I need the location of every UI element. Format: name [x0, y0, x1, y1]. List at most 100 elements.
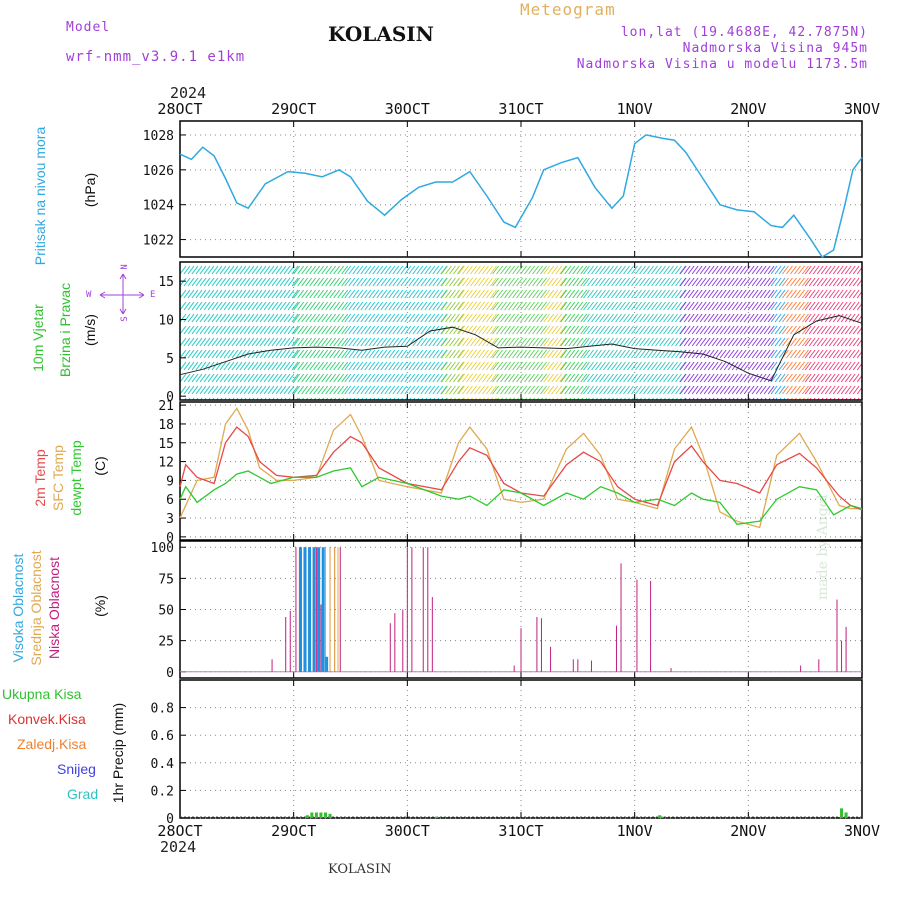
date-label-top: 28OCT — [157, 100, 202, 118]
wind-barb-band — [492, 265, 547, 400]
cloud-bar — [337, 547, 339, 672]
footer-station: KOLASIN — [328, 862, 392, 877]
cloud-bar — [289, 610, 291, 672]
cloud-bar — [329, 547, 331, 672]
cloud-bar — [315, 547, 317, 672]
cloud-bar — [303, 547, 307, 672]
cloud-bar — [670, 668, 672, 672]
ytick-label: 1024 — [143, 199, 174, 214]
meteogram-label: Meteogram — [520, 0, 616, 19]
date-label-bottom: 3NOV — [844, 822, 880, 840]
ytick-label: 75 — [158, 572, 174, 587]
date-label-bottom: 1NOV — [617, 822, 653, 840]
cloud-bar — [325, 656, 329, 672]
pressure-line — [179, 134, 863, 259]
ytick-label: 6 — [166, 493, 174, 508]
date-label-bottom: 2NOV — [730, 822, 766, 840]
date-label-top: 3NOV — [844, 100, 880, 118]
date-label-top: 30OCT — [385, 100, 430, 118]
page-title: KOLASIN — [328, 22, 434, 46]
wind-barb-band — [770, 265, 786, 400]
wind-barb-band — [804, 265, 862, 400]
year-top: 2024 — [170, 84, 207, 102]
ytick-label: 21 — [158, 399, 174, 414]
cloud-bar — [334, 547, 336, 672]
cloud-bar — [285, 616, 287, 672]
compass-west: W — [86, 290, 92, 300]
cloud-bar — [536, 616, 538, 672]
ytick-label: 1026 — [143, 164, 174, 179]
cloud-bar — [422, 547, 424, 672]
cloud-bar — [317, 547, 321, 672]
wind-barb-band — [543, 265, 567, 400]
precip-bar — [323, 812, 327, 818]
date-label-bottom: 29OCT — [271, 822, 316, 840]
ytick-label: 100 — [151, 541, 174, 556]
cloud-bar — [406, 547, 408, 672]
cloud-bar — [271, 659, 273, 672]
precip-bar — [658, 815, 662, 818]
model-value: wrf-nmm_v3.9.1 e1km — [66, 49, 246, 65]
ytick-label: 1028 — [143, 129, 174, 144]
cloud-bar — [298, 547, 302, 672]
cloud-bar — [321, 547, 325, 672]
cloud-bar — [402, 609, 404, 672]
ytick-label: 15 — [158, 275, 174, 290]
cloud-bar — [800, 665, 802, 672]
cloud-bar — [427, 547, 429, 672]
cloud-bar — [339, 547, 341, 672]
ytick-label: 15 — [158, 437, 174, 452]
date-label-bottom: 31OCT — [498, 822, 543, 840]
cloud-bar — [845, 626, 847, 672]
ytick-label: 0 — [166, 666, 174, 681]
ytick-label: 1022 — [143, 234, 174, 249]
ytick-label: 0.2 — [151, 784, 174, 799]
ytick-label: 0 — [166, 812, 174, 827]
dewpoint-line — [179, 467, 863, 525]
wind-barb-band — [344, 265, 448, 400]
temp-2m-line — [179, 426, 863, 511]
date-label-bottom: 28OCT — [157, 822, 202, 840]
precip-bar — [844, 812, 848, 818]
model-label: Model — [66, 20, 111, 35]
wind-barb-band — [583, 265, 686, 400]
cloud-bar — [308, 547, 312, 672]
cloud-bar — [818, 659, 820, 672]
cloud-bar — [590, 660, 592, 672]
precip-bar — [840, 808, 844, 818]
ytick-label: 50 — [158, 604, 174, 619]
date-label-top: 2NOV — [730, 100, 766, 118]
cloud-bar — [620, 563, 622, 672]
wind-barb-band — [293, 265, 349, 400]
model-elevation-text: Nadmorska Visina u modelu 1173.5m — [576, 57, 868, 72]
cloud-bar — [572, 659, 574, 672]
ytick-label: 5 — [166, 352, 174, 367]
wind-barb-band — [441, 265, 464, 400]
wind-barb-band — [180, 265, 299, 400]
wind-barb-band — [458, 265, 497, 400]
ytick-label: 9 — [166, 474, 174, 489]
precip-legend-rain: Ukupna Kisa — [2, 686, 82, 702]
wind-barb-band — [560, 265, 588, 400]
cloud-bar — [389, 623, 391, 672]
precip-legend-freezing: Zaledj.Kisa — [17, 736, 87, 752]
cloud-bar — [320, 604, 322, 672]
cloud-bar — [295, 547, 297, 672]
precip-legend-snow: Snijeg — [57, 761, 96, 777]
ytick-label: 0.4 — [151, 757, 175, 772]
cloud-bar — [520, 628, 522, 672]
cloud-bar — [550, 646, 552, 672]
precip-bar — [435, 816, 439, 818]
cloud-bar — [394, 613, 396, 672]
date-label-top: 29OCT — [271, 100, 316, 118]
precip-bar — [310, 812, 314, 818]
compass-east: E — [150, 290, 156, 300]
ytick-label: 3 — [166, 512, 174, 527]
cloud-bar — [577, 659, 579, 672]
precip-bar — [328, 813, 332, 818]
date-label-top: 31OCT — [498, 100, 543, 118]
date-label-bottom: 30OCT — [385, 822, 430, 840]
precip-bar — [660, 816, 664, 818]
cloud-bar — [636, 579, 638, 672]
